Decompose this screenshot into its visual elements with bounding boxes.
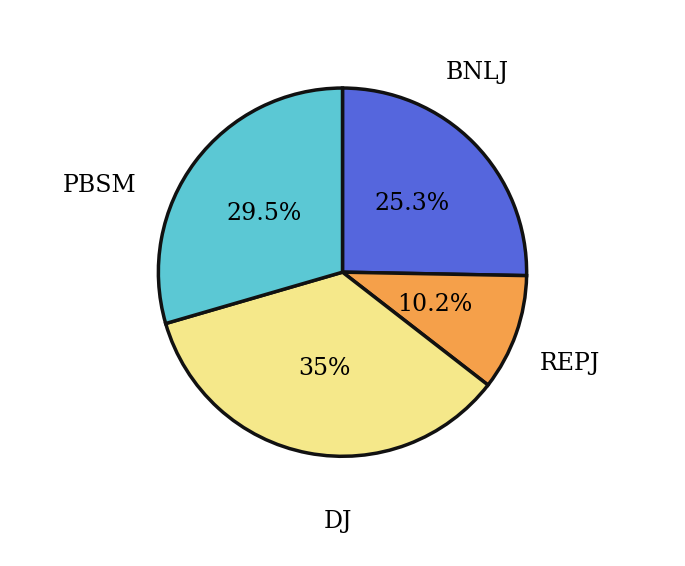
- Text: 10.2%: 10.2%: [397, 293, 472, 316]
- Wedge shape: [158, 88, 342, 324]
- Text: PBSM: PBSM: [63, 174, 137, 197]
- Wedge shape: [342, 88, 527, 276]
- Text: 25.3%: 25.3%: [375, 192, 450, 215]
- Wedge shape: [166, 272, 488, 456]
- Text: REPJ: REPJ: [540, 351, 600, 375]
- Text: DJ: DJ: [324, 510, 352, 533]
- Text: 35%: 35%: [298, 357, 351, 380]
- Text: 29.5%: 29.5%: [227, 202, 302, 225]
- Wedge shape: [342, 272, 527, 385]
- Text: BNLJ: BNLJ: [445, 61, 508, 84]
